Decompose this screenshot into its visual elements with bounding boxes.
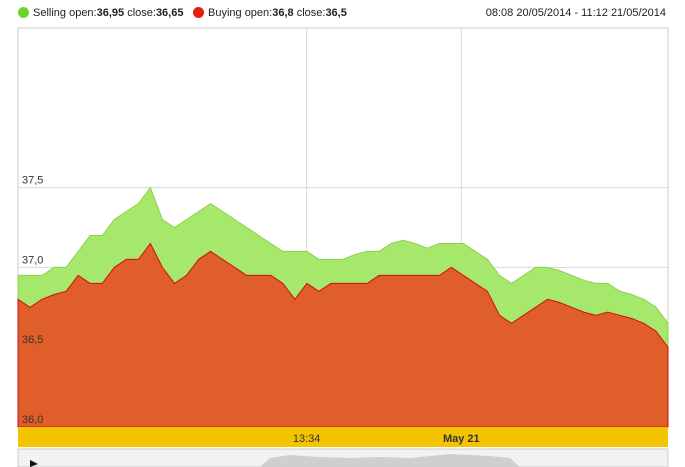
y-axis-ticks: 36,0 36,5 37,0 37,5: [22, 175, 43, 426]
legend-item-buying[interactable]: Buying open:36,8 close:36,5: [193, 7, 347, 20]
buying-dot-icon: [193, 7, 204, 18]
y-tick-label: 36,0: [22, 414, 43, 426]
y-tick-label: 37,0: [22, 254, 43, 266]
selling-dot-icon: [18, 7, 29, 18]
x-axis-bar: [18, 427, 668, 447]
buying-close-value: 36,5: [325, 7, 347, 19]
x-tick-label: 13:34: [293, 433, 321, 445]
selling-close-value: 36,65: [155, 7, 184, 19]
legend-item-selling[interactable]: Selling open:36,95 close:36,65: [18, 7, 183, 20]
navigator-scroll-arrow-icon[interactable]: [30, 460, 38, 467]
x-axis-ticks: 13:34 May 21: [293, 433, 480, 445]
selling-open-value: 36,95: [96, 7, 125, 19]
legend: Selling open:36,95 close:36,65 Buying op…: [0, 0, 685, 26]
buying-area: [17, 242, 669, 428]
x-tick-label: May 21: [443, 433, 480, 445]
y-tick-label: 37,5: [22, 175, 43, 187]
date-range: 08:08 20/05/2014 - 11:12 21/05/2014: [485, 7, 666, 19]
buying-close-label: close:: [293, 7, 326, 19]
buying-open-value: 36,8: [272, 7, 294, 19]
navigator-series: [260, 454, 520, 467]
selling-label: Selling open:: [33, 7, 97, 19]
selling-close-label: close:: [124, 7, 156, 19]
buying-label: Buying open:: [208, 7, 273, 19]
y-tick-label: 36,5: [22, 334, 43, 346]
